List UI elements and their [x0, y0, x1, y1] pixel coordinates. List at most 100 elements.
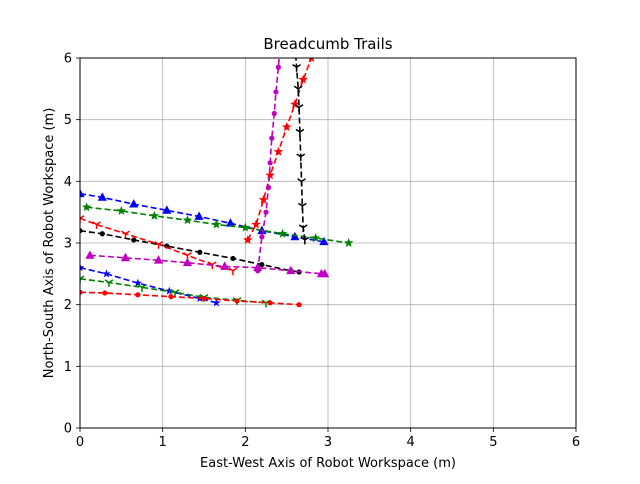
data-series	[292, 58, 310, 245]
data-point	[271, 110, 277, 117]
data-point	[201, 295, 207, 302]
x-tick-label: 6	[572, 435, 580, 450]
data-point	[290, 99, 300, 109]
data-point	[296, 153, 306, 162]
data-point	[80, 275, 85, 284]
data-point	[135, 292, 141, 298]
data-point	[131, 237, 137, 243]
data-point	[168, 294, 174, 300]
data-point	[116, 205, 127, 215]
data-point	[230, 255, 236, 262]
data-point	[300, 236, 310, 245]
data-point	[85, 250, 95, 259]
series-line	[256, 58, 280, 271]
data-point	[212, 298, 221, 307]
data-point	[298, 74, 308, 84]
data-point	[228, 267, 238, 276]
data-point	[225, 218, 236, 227]
data-point	[243, 234, 253, 244]
y-tick-label: 1	[64, 360, 72, 375]
data-point	[80, 263, 85, 272]
y-tick-label: 5	[64, 113, 72, 128]
data-point	[80, 215, 85, 223]
data-point	[343, 238, 354, 248]
data-point	[296, 302, 302, 308]
data-point	[269, 135, 275, 141]
data-point	[80, 228, 83, 234]
data-point	[129, 199, 139, 208]
data-point	[273, 89, 279, 95]
data-point	[80, 188, 85, 198]
data-point	[149, 210, 160, 220]
data-point	[267, 160, 273, 166]
data-point	[297, 202, 307, 211]
data-point	[153, 255, 164, 264]
data-point	[97, 192, 107, 201]
data-point	[220, 261, 230, 270]
data-point	[265, 170, 275, 180]
data-point	[162, 205, 172, 214]
data-point	[102, 290, 108, 296]
data-point	[267, 300, 273, 306]
y-tick-label: 6	[64, 52, 72, 67]
data-point	[297, 178, 306, 186]
data-point	[99, 231, 105, 237]
data-point	[281, 122, 292, 132]
data-point	[92, 221, 101, 229]
x-tick-label: 2	[241, 435, 249, 450]
x-tick-label: 1	[159, 435, 167, 450]
data-point	[137, 284, 147, 292]
series-layer	[80, 58, 354, 308]
x-tick-label: 4	[407, 435, 415, 450]
data-point	[293, 85, 303, 94]
data-point	[259, 234, 265, 240]
data-point	[133, 278, 143, 287]
series-line	[247, 58, 313, 241]
data-series	[85, 250, 330, 278]
data-point	[292, 64, 301, 72]
data-point	[308, 58, 315, 63]
data-point	[298, 224, 308, 233]
data-point	[240, 222, 251, 232]
data-point	[258, 194, 269, 204]
data-series	[255, 58, 281, 274]
y-tick-label: 2	[64, 298, 72, 313]
x-tick-label: 0	[76, 435, 84, 450]
data-point	[182, 215, 193, 225]
data-point	[120, 252, 131, 262]
data-point	[81, 202, 92, 212]
x-tick-label: 3	[324, 435, 332, 450]
series-line	[295, 58, 306, 241]
data-point	[295, 128, 305, 137]
data-point	[211, 219, 222, 229]
x-axis-label: East-West Axis of Robot Workspace (m)	[200, 456, 456, 471]
axis-ticks: 0 1 2 3 4 5 6 0 1 2 3 4 5 6	[64, 52, 580, 451]
data-point	[121, 230, 130, 239]
data-point	[259, 261, 265, 268]
data-point	[251, 219, 261, 229]
series-line	[80, 291, 300, 306]
data-point	[294, 104, 304, 112]
data-point	[319, 236, 329, 246]
y-tick-label: 3	[64, 237, 72, 252]
chart-title: Breadcumb Trails	[263, 35, 392, 53]
data-point	[182, 257, 193, 267]
data-point	[310, 233, 321, 243]
data-point	[286, 265, 296, 275]
y-tick-label: 4	[64, 175, 72, 190]
data-point	[104, 279, 114, 287]
data-point	[194, 211, 204, 220]
data-point	[197, 249, 203, 255]
data-point	[263, 209, 269, 215]
data-point	[102, 269, 111, 278]
data-series	[243, 58, 315, 244]
data-point	[80, 289, 83, 295]
data-point	[234, 298, 240, 304]
data-series	[80, 289, 302, 308]
data-point	[277, 228, 288, 238]
data-point	[154, 241, 163, 249]
data-point	[275, 64, 281, 70]
data-point	[265, 184, 272, 191]
data-point	[320, 268, 330, 278]
